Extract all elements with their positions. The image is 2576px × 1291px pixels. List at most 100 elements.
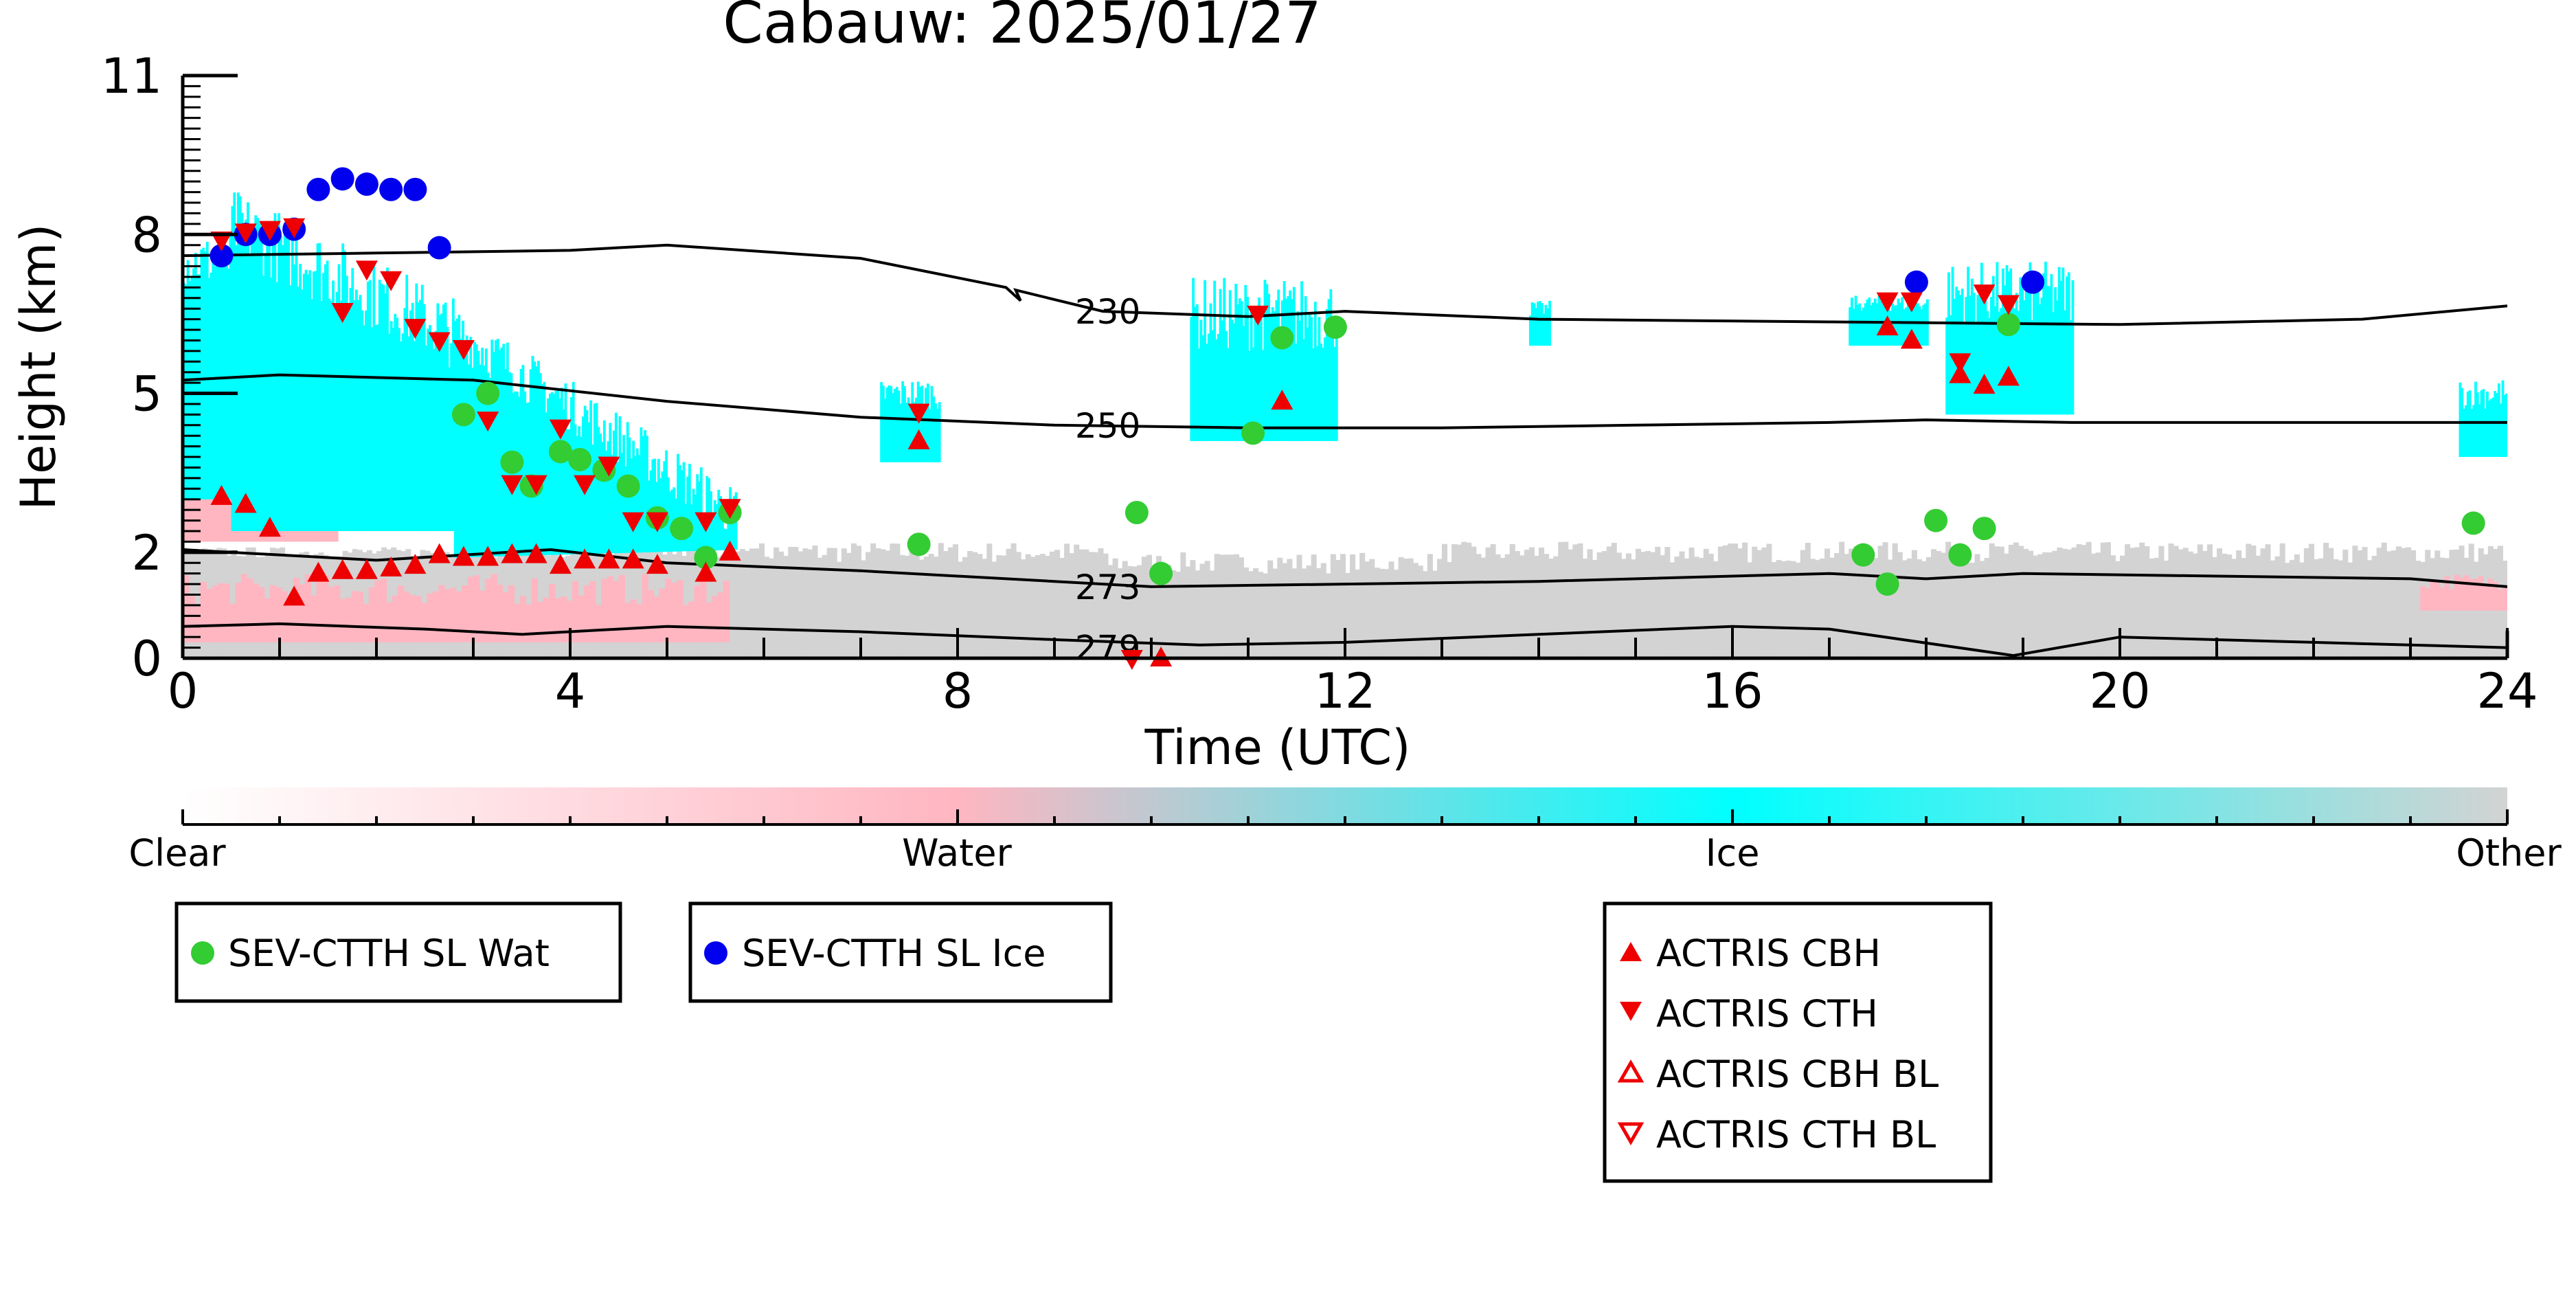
cloud-column bbox=[926, 383, 929, 462]
cloud-column bbox=[1054, 550, 1061, 658]
cloud-column bbox=[1542, 313, 1546, 346]
cloud-column bbox=[890, 543, 896, 658]
cloud-column bbox=[1195, 304, 1199, 441]
marker-actris-cth bbox=[258, 221, 281, 241]
cloud-column bbox=[529, 369, 532, 556]
marker-actris-cbh bbox=[210, 484, 233, 505]
cloud-column bbox=[1856, 304, 1860, 346]
cloud-column bbox=[996, 554, 1002, 658]
cloud-column bbox=[386, 602, 393, 642]
cloud-column bbox=[490, 574, 497, 642]
cloud-column bbox=[1230, 319, 1234, 441]
cloud-column bbox=[2076, 543, 2082, 658]
cloud-column bbox=[1225, 330, 1228, 441]
cloud-column bbox=[1742, 542, 1748, 658]
cloud-column bbox=[1533, 303, 1536, 346]
cloud-column bbox=[1854, 295, 1857, 346]
cloud-column bbox=[409, 310, 412, 531]
cloud-column bbox=[1776, 560, 1782, 658]
cloud-column bbox=[925, 388, 927, 462]
cloud-column bbox=[2366, 560, 2373, 658]
cloud-column bbox=[1877, 546, 1884, 658]
cloud-column bbox=[2395, 546, 2402, 658]
cloud-column bbox=[442, 304, 445, 531]
cloud-column bbox=[200, 581, 207, 642]
cloud-column bbox=[526, 604, 532, 642]
cloud-column bbox=[1849, 307, 1852, 346]
cloud-column bbox=[1228, 290, 1232, 441]
cloud-column bbox=[302, 273, 306, 531]
marker-actris-cth bbox=[477, 412, 499, 432]
cloud-column bbox=[247, 578, 253, 642]
cloud-column bbox=[2090, 553, 2097, 658]
cloud-column bbox=[2052, 312, 2055, 415]
cloud-column bbox=[387, 333, 391, 531]
colorbar-label-ice: Ice bbox=[1706, 831, 1760, 875]
cloud-column bbox=[1504, 554, 1511, 658]
cloud-column bbox=[543, 381, 546, 555]
cloud-column bbox=[2466, 391, 2470, 458]
cloud-column bbox=[1800, 550, 1806, 658]
cloud-column bbox=[2052, 550, 2058, 658]
cloud-column bbox=[2023, 300, 2026, 415]
marker-actris-cbh bbox=[477, 546, 499, 566]
cloud-column bbox=[359, 295, 362, 531]
marker-actris-cbh bbox=[404, 554, 427, 574]
marker-actris-cbh bbox=[258, 517, 281, 537]
cloud-column bbox=[2260, 548, 2266, 658]
cloud-column bbox=[1960, 556, 1966, 658]
cloud-column bbox=[392, 595, 399, 642]
cloud-column bbox=[2415, 561, 2421, 658]
marker-actris-cth bbox=[234, 223, 257, 244]
cloud-column bbox=[490, 339, 494, 557]
cloud-column bbox=[508, 585, 515, 642]
cloud-column bbox=[1950, 561, 1956, 658]
cloud-column bbox=[488, 378, 492, 557]
cloud-column bbox=[407, 336, 410, 531]
cloud-column bbox=[2217, 548, 2223, 658]
cloud-column bbox=[1258, 298, 1261, 441]
cloud-column bbox=[1906, 558, 1912, 658]
cloud-column bbox=[413, 341, 416, 531]
marker-actris-cth bbox=[355, 260, 378, 281]
cloud-column bbox=[1306, 574, 1312, 658]
cloud-column bbox=[420, 603, 428, 642]
cloud-column bbox=[576, 436, 579, 554]
cloud-column bbox=[1535, 308, 1538, 346]
cloud-column bbox=[1329, 289, 1333, 441]
cloud-column bbox=[591, 445, 594, 554]
cloud-column bbox=[324, 264, 327, 531]
cloud-field bbox=[183, 192, 2507, 658]
legend-marker-cbh bbox=[1620, 942, 1642, 961]
cloud-column bbox=[481, 348, 484, 557]
cloud-column bbox=[455, 591, 463, 642]
marker-sev-wat bbox=[1972, 517, 1996, 541]
cloud-column bbox=[227, 268, 230, 499]
cloud-column bbox=[739, 549, 745, 658]
marker-sev-wat bbox=[476, 381, 500, 405]
cloud-column bbox=[1916, 303, 1919, 346]
cloud-column bbox=[1875, 303, 1879, 346]
cloud-column bbox=[1064, 543, 1070, 658]
cloud-column bbox=[247, 202, 249, 531]
cloud-column bbox=[1548, 559, 1555, 658]
marker-sev-ice bbox=[306, 177, 330, 201]
cloud-column bbox=[275, 587, 282, 642]
cloud-column bbox=[1364, 569, 1370, 658]
cloud-column bbox=[817, 557, 823, 658]
cloud-column bbox=[1519, 555, 1525, 658]
cloud-column bbox=[310, 299, 313, 531]
cloud-column bbox=[1969, 563, 1976, 658]
cloud-column bbox=[539, 373, 542, 556]
cloud-column bbox=[1978, 296, 1981, 415]
cloud-column bbox=[351, 268, 354, 531]
cloud-column bbox=[754, 548, 760, 658]
marker-actris-cbh bbox=[907, 429, 930, 449]
cloud-column bbox=[734, 551, 741, 658]
cloud-column bbox=[1059, 558, 1065, 658]
cloud-column bbox=[1949, 315, 1952, 415]
cloud-column bbox=[2059, 280, 2063, 415]
cloud-column bbox=[601, 579, 608, 642]
cloud-column bbox=[2444, 576, 2450, 611]
cloud-column bbox=[1563, 541, 1569, 658]
